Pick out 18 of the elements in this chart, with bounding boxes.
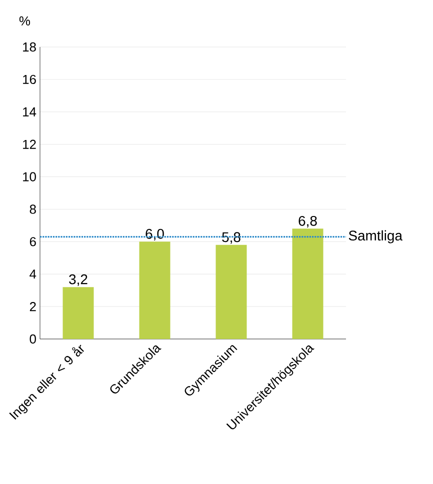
y-axis-title: % bbox=[19, 16, 30, 26]
y-tick-label: 8 bbox=[30, 204, 36, 214]
bar bbox=[139, 242, 170, 339]
bar bbox=[62, 287, 94, 339]
ref-line-label: Samtliga bbox=[348, 230, 402, 244]
y-tick-label: 10 bbox=[23, 172, 36, 182]
y-tick-label: 12 bbox=[23, 140, 36, 149]
y-tick-label: 0 bbox=[30, 334, 36, 344]
bar bbox=[292, 228, 324, 339]
y-tick-label: 16 bbox=[23, 74, 36, 84]
y-tick-label: 4 bbox=[30, 270, 36, 279]
y-tick-label: 14 bbox=[23, 107, 36, 116]
y-tick-label: 2 bbox=[30, 302, 36, 312]
data-label: 3,2 bbox=[69, 274, 88, 286]
data-label: 6,8 bbox=[298, 216, 317, 228]
bar bbox=[216, 244, 247, 339]
y-tick-label: 6 bbox=[30, 237, 36, 246]
y-tick-label: 18 bbox=[23, 42, 36, 52]
